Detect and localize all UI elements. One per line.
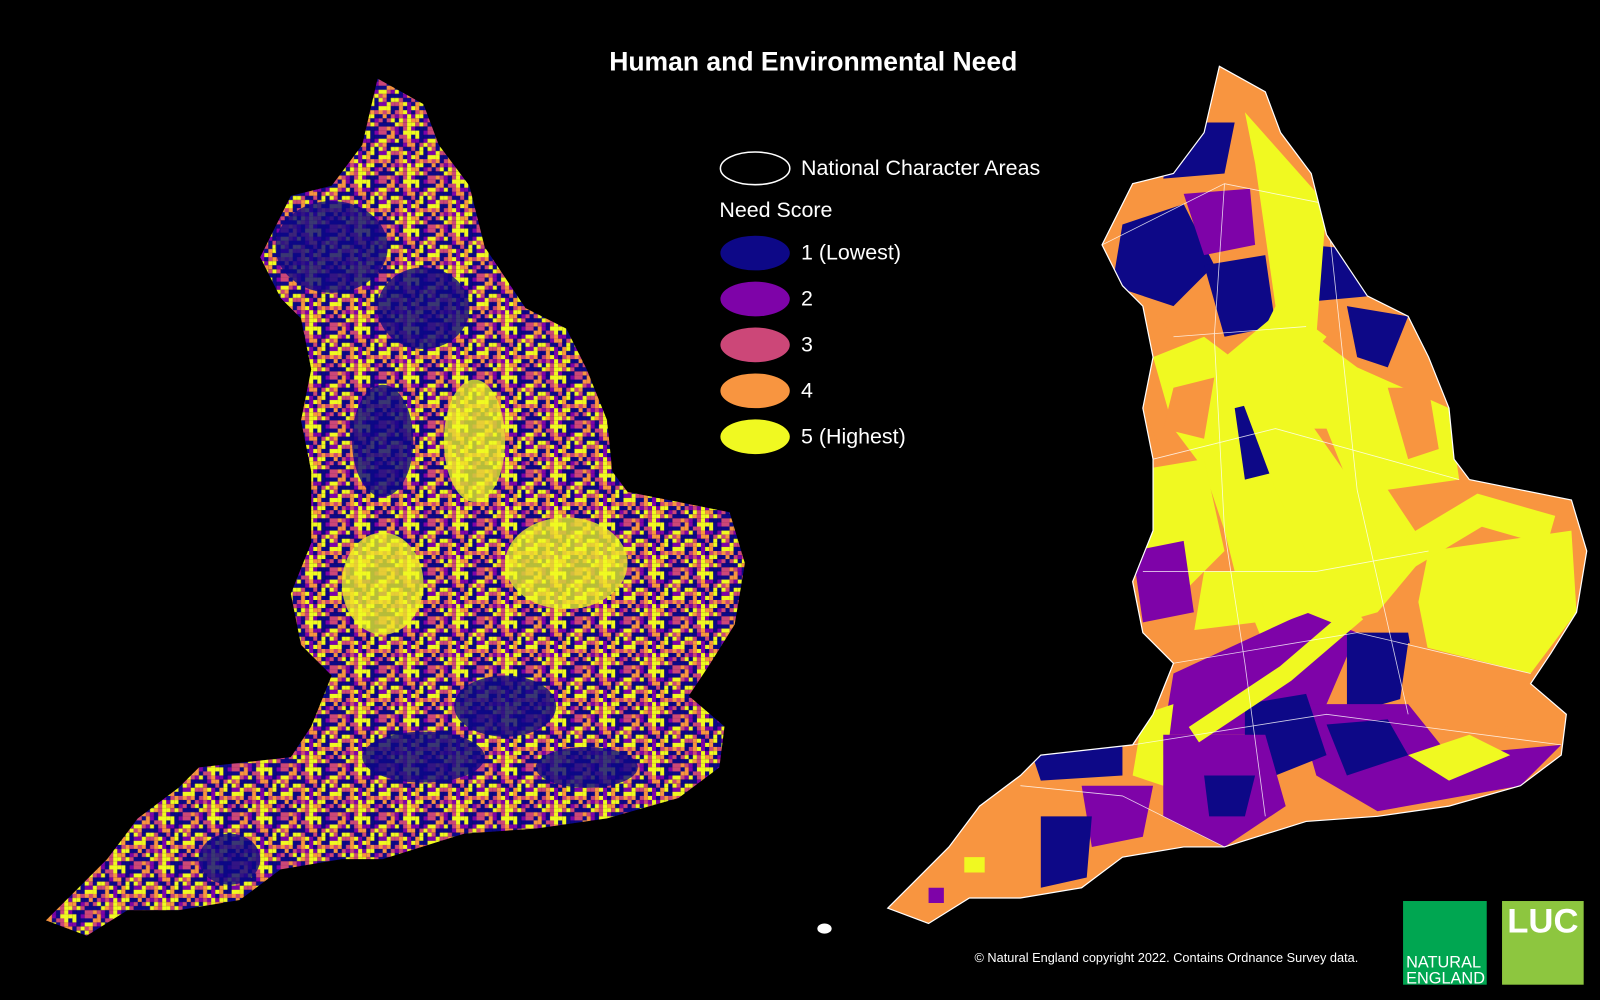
- legend-swatch: [720, 235, 790, 271]
- natural-england-logo: NATURAL ENGLAND: [1403, 901, 1487, 988]
- logo-text-line: ENGLAND: [1406, 970, 1485, 988]
- need-hex-map: [45, 78, 745, 936]
- credit-box: © Natural England copyright 2022. Contai…: [974, 951, 1359, 966]
- legend-label: 5 (Highest): [801, 424, 906, 448]
- legend-swatch: [720, 327, 790, 363]
- credit: © Natural England copyright 2022. Contai…: [974, 951, 1359, 966]
- legend-swatch: [720, 419, 790, 455]
- legend-label: 1 (Lowest): [801, 241, 901, 265]
- legend-heading: Need Score: [719, 198, 832, 222]
- legend-label: 2: [801, 287, 813, 311]
- legend-swatch: [720, 373, 790, 409]
- legend-label: 4: [801, 378, 813, 402]
- logo-text-line: NATURAL: [1406, 953, 1481, 971]
- logo-text: LUC: [1507, 903, 1578, 941]
- luc-logo: LUC: [1502, 901, 1584, 985]
- logo-text: NATURAL ENGLAND: [1406, 953, 1485, 987]
- legend-outline-label: National Character Areas: [801, 156, 1040, 180]
- scilly-isles: [817, 923, 832, 934]
- map-title: Human and Environmental Need: [609, 46, 1017, 76]
- legend-swatch: [720, 281, 790, 317]
- legend: National Character Areas Need Score 1 (L…: [719, 151, 1040, 455]
- legend-label: 3: [801, 333, 813, 357]
- legend-outline-swatch: [719, 151, 791, 186]
